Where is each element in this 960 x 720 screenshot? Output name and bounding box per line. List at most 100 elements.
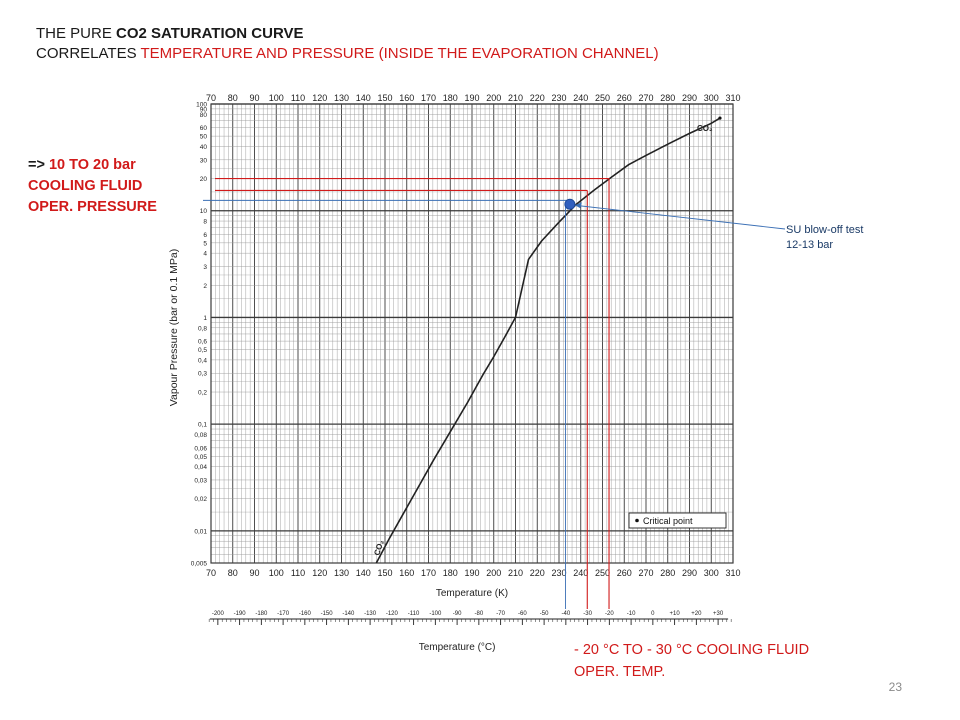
x-tick-label-top: 240 [573, 93, 588, 103]
x-tick-label-bottom: 230 [551, 568, 566, 578]
celsius-tick-label: -70 [496, 611, 505, 617]
x-tick-label-bottom: 240 [573, 568, 588, 578]
celsius-tick-label: -110 [408, 611, 420, 617]
x-tick-label-bottom: 130 [334, 568, 349, 578]
celsius-tick-label: -170 [277, 611, 290, 617]
x-tick-label-top: 170 [421, 93, 436, 103]
y-tick-label: 50 [200, 134, 208, 141]
pressure-note-range: 10 TO 20 bar [48, 157, 136, 173]
x-tick-label-top: 180 [443, 93, 458, 103]
x-tick-label-bottom: 160 [399, 568, 414, 578]
legend-box [628, 512, 727, 529]
x-tick-label-top: 280 [660, 93, 675, 103]
celsius-tick-label: -60 [518, 611, 527, 617]
x-tick-label-top: 160 [399, 93, 414, 103]
plot-frame [210, 103, 734, 564]
y-tick-label: 80 [200, 112, 208, 119]
x-tick-label-bottom: 70 [206, 568, 216, 578]
celsius-tick-label: -40 [562, 611, 571, 617]
x-tick-label-top: 70 [206, 93, 216, 103]
x-tick-label-bottom: 110 [291, 568, 305, 578]
celsius-tick-label: -10 [627, 611, 636, 617]
y-tick-label: 30 [200, 157, 208, 164]
y-tick-label: 2 [203, 283, 207, 290]
celsius-tick-label: -140 [342, 611, 355, 617]
y-tick-label: 0,1 [198, 422, 207, 429]
celsius-tick-label: +10 [670, 611, 681, 617]
x-tick-label-top: 150 [377, 93, 392, 103]
celsius-tick-label: -80 [475, 611, 484, 617]
y-tick-label: 0,05 [194, 454, 207, 461]
su-note-line-1: SU blow-off test [786, 224, 864, 236]
x-tick-label-top: 310 [725, 93, 740, 103]
celsius-tick-label: -180 [255, 611, 268, 617]
x-tick-label-bottom: 190 [464, 568, 479, 578]
curve-label-top: CO₂ [697, 124, 713, 133]
x-tick-label-bottom: 250 [595, 568, 610, 578]
y-tick-label: 8 [203, 219, 207, 226]
x-tick-label-top: 250 [595, 93, 610, 103]
celsius-tick-label: -100 [429, 611, 442, 617]
x-tick-label-bottom: 310 [725, 568, 740, 578]
pressure-note-line-3: OPER. PRESSURE [28, 199, 157, 215]
x-tick-label-top: 290 [682, 93, 697, 103]
celsius-tick-label: -30 [583, 611, 592, 617]
x-tick-label-top: 130 [334, 93, 349, 103]
title-line-2: CORRELATES TEMPERATURE AND PRESSURE (INS… [36, 44, 659, 64]
celsius-axis-title: Temperature (°C) [419, 642, 496, 653]
y-tick-label: 0,8 [198, 325, 207, 332]
x-tick-label-bottom: 140 [356, 568, 371, 578]
subtitle-prefix: CORRELATES [36, 45, 141, 62]
x-tick-label-top: 140 [356, 93, 371, 103]
celsius-tick-label: -120 [386, 611, 399, 617]
temp-note-line-2: OPER. TEMP. [574, 664, 666, 680]
y-tick-label: 0,04 [194, 464, 207, 471]
title-line-1: THE PURE CO2 SATURATION CURVE [36, 24, 659, 44]
x-tick-label-bottom: 100 [269, 568, 284, 578]
y-tick-label: 60 [200, 125, 208, 132]
y-tick-label: 0,6 [198, 339, 207, 346]
su-note-line-2: 12-13 bar [786, 239, 834, 251]
x-tick-label-top: 270 [638, 93, 653, 103]
saturation-curve [375, 117, 721, 564]
x-tick-label-bottom: 180 [443, 568, 458, 578]
slide-title: THE PURE CO2 SATURATION CURVE CORRELATES… [36, 24, 659, 64]
legend-dot [635, 518, 639, 523]
y-tick-label: 0,5 [198, 347, 207, 354]
y-axis-title: Vapour Pressure (bar or 0.1 MPa) [168, 249, 180, 406]
celsius-tick-label: -190 [234, 611, 247, 617]
celsius-tick-label: +30 [713, 611, 724, 617]
x-tick-label-top: 110 [291, 93, 305, 103]
x-tick-label-top: 100 [269, 93, 284, 103]
x-tick-label-bottom: 280 [660, 568, 675, 578]
su-blowoff-note: SU blow-off test 12-13 bar [786, 223, 863, 253]
y-tick-label: 1 [203, 315, 207, 322]
subtitle-highlight: TEMPERATURE AND PRESSURE (INSIDE THE EVA… [140, 45, 659, 62]
su-callout-line [574, 204, 786, 230]
title-prefix: THE PURE [36, 25, 117, 42]
pressure-note-line-1: => 10 TO 20 bar [28, 155, 157, 176]
celsius-tick-label: -200 [212, 611, 225, 617]
x-tick-label-bottom: 80 [228, 568, 238, 578]
celsius-tick-label: -160 [299, 611, 312, 617]
y-tick-label: 6 [203, 232, 207, 239]
x-tick-label-top: 120 [312, 93, 327, 103]
pressure-note-arrow: => [28, 157, 49, 173]
y-tick-label: 0,005 [191, 561, 208, 568]
celsius-tick-label: 0 [651, 611, 655, 617]
y-tick-label: 0,02 [194, 496, 207, 503]
x-tick-label-top: 200 [486, 93, 501, 103]
y-tick-label: 5 [203, 240, 207, 247]
x-tick-label-top: 210 [508, 93, 523, 103]
x-tick-label-bottom: 200 [486, 568, 501, 578]
y-tick-label: 0,06 [194, 445, 207, 452]
x-axis-title: Temperature (K) [436, 588, 508, 599]
pressure-note: => 10 TO 20 bar COOLING FLUID OPER. PRES… [28, 155, 157, 218]
slide-number: 23 [888, 680, 902, 694]
x-tick-label-top: 190 [464, 93, 479, 103]
x-tick-label-bottom: 90 [249, 568, 259, 578]
y-tick-label: 0,03 [194, 477, 207, 484]
y-tick-label: 0,2 [198, 390, 207, 397]
y-tick-label: 0,3 [198, 371, 207, 378]
